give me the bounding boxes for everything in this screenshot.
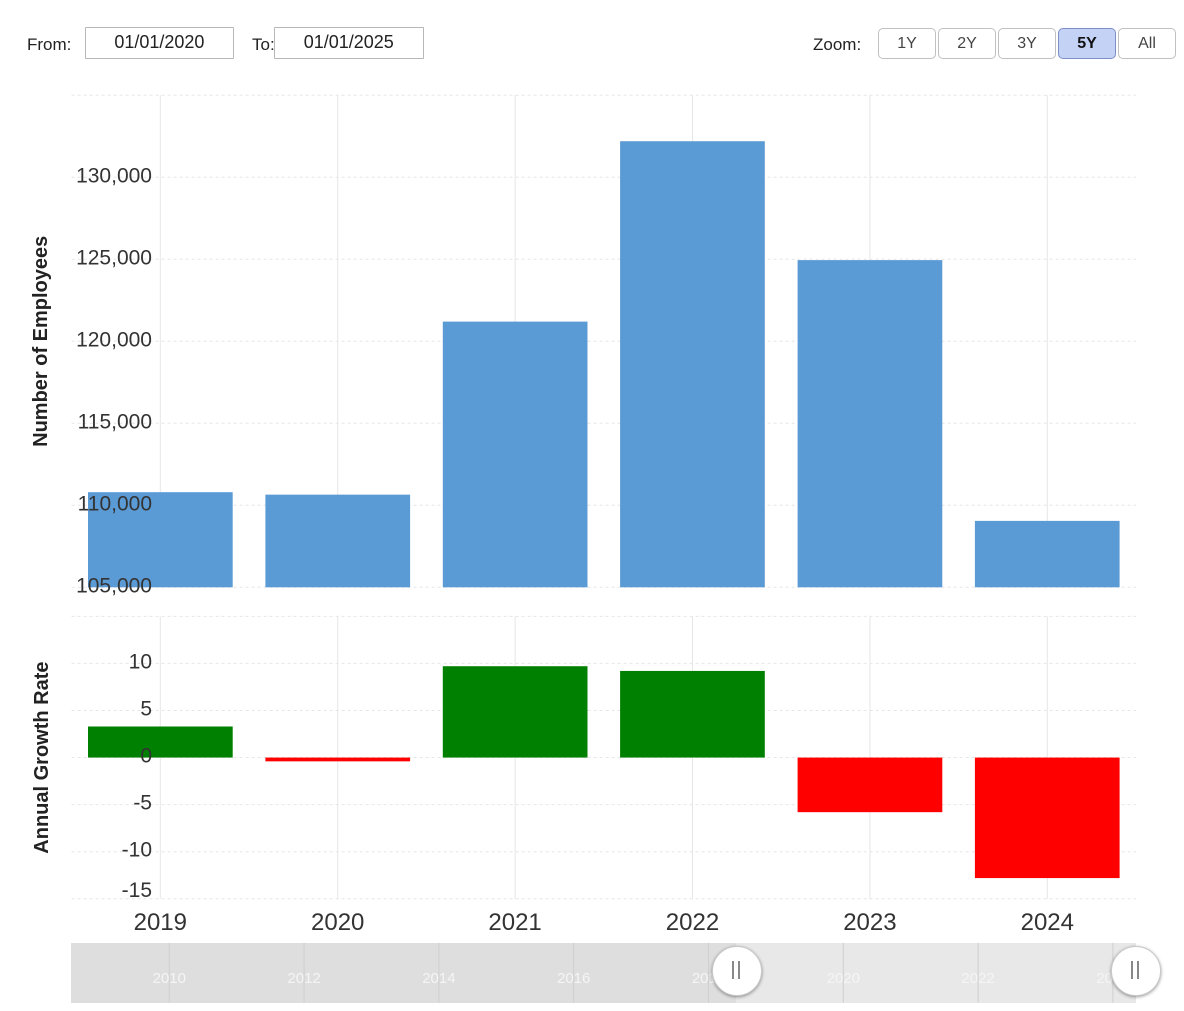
svg-text:2024: 2024 [1021, 909, 1074, 936]
svg-text:-5: -5 [133, 792, 152, 815]
svg-text:2023: 2023 [843, 909, 896, 936]
svg-text:115,000: 115,000 [78, 410, 152, 433]
svg-text:2020: 2020 [311, 909, 364, 936]
svg-text:2021: 2021 [488, 909, 541, 936]
svg-text:-15: -15 [122, 879, 152, 902]
svg-text:125,000: 125,000 [76, 246, 152, 269]
svg-text:Annual Growth Rate: Annual Growth Rate [31, 661, 53, 853]
svg-text:-10: -10 [122, 839, 152, 862]
svg-text:10: 10 [129, 650, 152, 673]
svg-text:0: 0 [140, 745, 152, 768]
svg-text:5: 5 [140, 697, 152, 720]
svg-text:105,000: 105,000 [76, 574, 152, 597]
svg-text:2019: 2019 [134, 909, 187, 936]
svg-text:110,000: 110,000 [78, 492, 152, 515]
svg-text:120,000: 120,000 [76, 328, 152, 351]
svg-text:130,000: 130,000 [76, 164, 152, 187]
svg-text:Number of Employees: Number of Employees [30, 236, 52, 447]
svg-text:2022: 2022 [666, 909, 719, 936]
